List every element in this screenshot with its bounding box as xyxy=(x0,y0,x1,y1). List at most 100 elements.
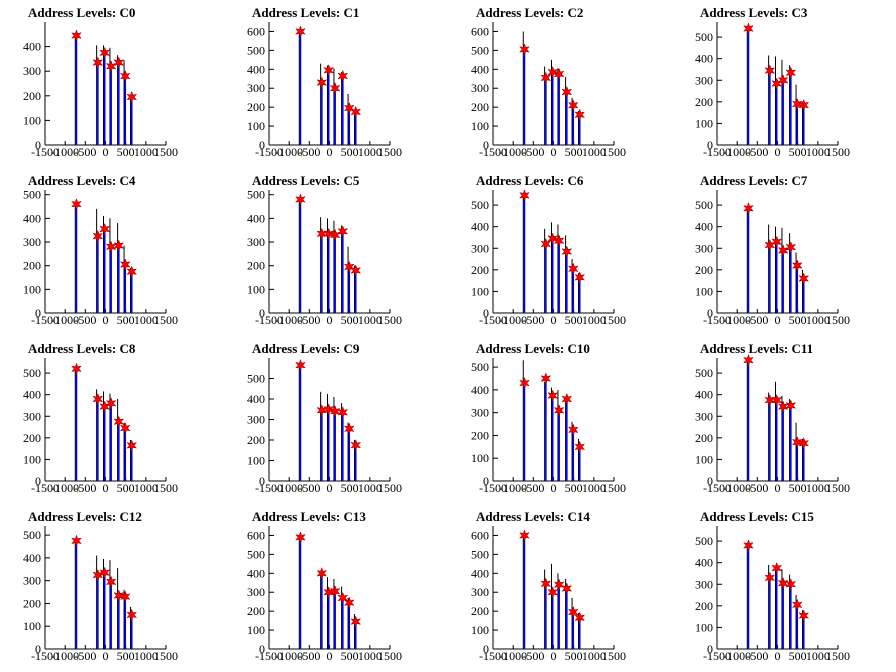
x-tick-label: -500 xyxy=(746,481,768,495)
x-tick-label: -1500 xyxy=(255,313,283,327)
y-tick-label: 300 xyxy=(471,241,489,255)
peak-star-marker xyxy=(113,589,125,602)
peak-star-marker xyxy=(791,259,803,272)
peak-star-marker xyxy=(547,389,559,402)
x-tick-label: -1500 xyxy=(703,145,731,159)
chart-panel-c8: 0 100 200 300 400 500 -1500 -1000 -500 0 500 1000 15… xyxy=(0,336,224,504)
x-tick-label: 0 xyxy=(775,481,781,495)
peak-star-marker xyxy=(785,399,797,412)
peak-star-marker xyxy=(92,392,104,406)
x-tick-label: 500 xyxy=(565,145,583,159)
x-tick-label: -500 xyxy=(74,313,96,327)
x-tick-label: 0 xyxy=(327,145,333,159)
peak-star-marker xyxy=(295,531,306,544)
chart-title: Address Levels: C7 xyxy=(700,173,808,188)
chart-panel-c13: 0 100 200 300 400 500 600 -1500 -1000 -500 0 500 100… xyxy=(224,504,448,672)
x-tick-label: 1500 xyxy=(378,145,402,159)
peak-star-marker xyxy=(71,362,82,376)
y-tick-label: 0 xyxy=(259,306,265,320)
x-tick-label: -1500 xyxy=(479,145,507,159)
peak-star-marker xyxy=(743,22,754,35)
x-tick-label: 1500 xyxy=(826,481,850,495)
x-tick-label: -1000 xyxy=(275,649,303,663)
peak-star-marker xyxy=(92,229,104,243)
peak-star-marker xyxy=(350,105,362,119)
x-tick-label: -500 xyxy=(522,649,544,663)
peak-star-marker xyxy=(119,258,131,271)
peak-star-marker xyxy=(798,609,810,622)
x-tick-label: -500 xyxy=(298,481,320,495)
x-tick-label: 1000 xyxy=(806,649,830,663)
x-tick-label: 500 xyxy=(341,481,359,495)
x-tick-label: -1500 xyxy=(703,313,731,327)
peak-star-marker xyxy=(126,439,138,452)
y-tick-label: 400 xyxy=(695,220,713,234)
x-tick-label: -1500 xyxy=(255,649,283,663)
x-tick-label: 1500 xyxy=(378,649,402,663)
x-tick-label: -1500 xyxy=(479,481,507,495)
x-tick-label: -1000 xyxy=(499,313,527,327)
y-tick-label: 400 xyxy=(23,551,41,565)
y-tick-label: 300 xyxy=(247,413,265,427)
x-tick-label: -1000 xyxy=(723,145,751,159)
x-tick-label: 500 xyxy=(341,313,359,327)
x-tick-label: 1000 xyxy=(134,649,158,663)
y-tick-label: 400 xyxy=(471,220,489,234)
peak-star-marker xyxy=(337,406,349,419)
y-tick-label: 100 xyxy=(23,113,41,127)
y-tick-label: 0 xyxy=(483,474,489,488)
peak-star-marker xyxy=(71,29,82,42)
peak-star-marker xyxy=(777,74,789,87)
x-tick-label: 1000 xyxy=(134,481,158,495)
x-tick-label: 0 xyxy=(103,145,109,159)
peak-star-marker xyxy=(547,232,559,245)
x-tick-label: -1000 xyxy=(51,481,79,495)
y-tick-label: 200 xyxy=(23,596,41,610)
peak-star-marker xyxy=(323,227,335,241)
chart-title: Address Levels: C4 xyxy=(28,173,136,188)
peak-star-marker xyxy=(113,415,125,428)
x-tick-label: 1000 xyxy=(582,145,606,159)
x-tick-label: 500 xyxy=(565,313,583,327)
y-tick-label: 0 xyxy=(483,138,489,152)
y-tick-label: 300 xyxy=(247,235,265,249)
y-tick-label: 300 xyxy=(471,406,489,420)
y-tick-label: 500 xyxy=(695,366,713,380)
y-tick-label: 400 xyxy=(695,556,713,570)
peak-star-marker xyxy=(764,64,776,77)
peak-star-marker xyxy=(316,227,328,241)
x-tick-label: 1000 xyxy=(134,145,158,159)
x-tick-label: 0 xyxy=(551,145,557,159)
x-tick-label: -1000 xyxy=(275,145,303,159)
x-tick-label: 1000 xyxy=(806,481,830,495)
y-tick-label: 100 xyxy=(247,119,265,133)
peak-star-marker xyxy=(798,98,810,112)
y-tick-label: 200 xyxy=(247,259,265,273)
y-tick-label: 300 xyxy=(695,409,713,423)
y-tick-label: 300 xyxy=(471,81,489,95)
peak-star-marker xyxy=(119,69,131,83)
peak-star-marker xyxy=(540,372,552,385)
y-tick-label: 300 xyxy=(23,409,41,423)
peak-star-marker xyxy=(337,225,349,238)
y-tick-label: 400 xyxy=(247,62,265,76)
x-tick-label: 1500 xyxy=(154,649,178,663)
x-tick-label: -1000 xyxy=(499,481,527,495)
x-tick-label: -500 xyxy=(298,313,320,327)
y-tick-label: 0 xyxy=(483,642,489,656)
x-tick-label: 500 xyxy=(341,145,359,159)
y-tick-label: 100 xyxy=(23,452,41,466)
peak-star-marker xyxy=(295,358,306,372)
x-tick-label: -1000 xyxy=(499,649,527,663)
y-tick-label: 100 xyxy=(247,454,265,468)
peak-star-marker xyxy=(295,25,306,38)
y-tick-label: 200 xyxy=(471,604,489,618)
y-tick-label: 300 xyxy=(695,241,713,255)
y-tick-label: 200 xyxy=(471,428,489,442)
x-tick-label: 1500 xyxy=(378,313,402,327)
